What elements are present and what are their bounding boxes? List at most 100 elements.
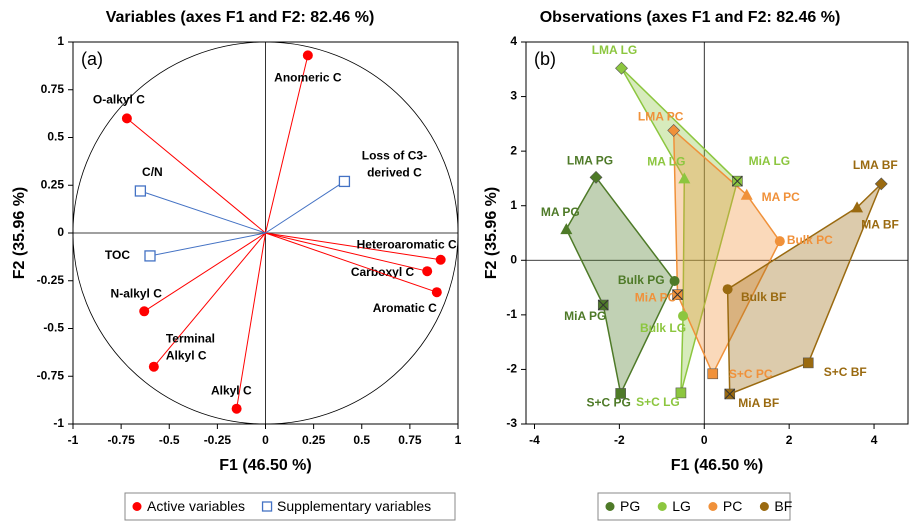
point-label-line: Aromatic C	[373, 301, 437, 315]
point-label-line: S+C PG	[586, 396, 630, 410]
point-label: O-alkyl C	[93, 93, 145, 107]
point-label-line: LMA PG	[567, 154, 613, 168]
point-label-line: Carboxyl C	[351, 265, 415, 279]
group-hull	[726, 183, 882, 396]
legend-label: PC	[723, 498, 742, 514]
point	[422, 266, 433, 277]
point-label: Carboxyl C	[351, 265, 415, 279]
point	[678, 172, 691, 184]
x-axis-label: F1 (46.50 %)	[219, 457, 311, 474]
point-cross	[672, 289, 683, 301]
point-label-line: MiA PG	[564, 309, 606, 323]
loading-vector	[126, 118, 266, 234]
x-tick-label: -2	[614, 433, 625, 447]
legend-label: Active variables	[147, 498, 245, 514]
legend: PG LG PC BF	[605, 498, 792, 514]
point-label: C/N	[142, 165, 163, 179]
y-tick-label: 0	[510, 252, 517, 266]
loading-vector	[265, 181, 345, 234]
legend-label: PG	[620, 498, 640, 514]
point-label-line: MA PC	[762, 190, 801, 204]
legend-marker	[261, 501, 273, 512]
point-label-line: C/N	[142, 165, 163, 179]
point-label: Aromatic C	[373, 301, 437, 315]
legend: Active variables Supplementary variables	[132, 498, 431, 514]
x-tick-label: 0.25	[302, 433, 326, 447]
point	[732, 175, 743, 187]
y-tick-label: 1	[510, 198, 517, 212]
point	[722, 284, 733, 295]
point-label: S+C PC	[729, 367, 773, 381]
loading-vector	[149, 232, 266, 257]
point	[874, 177, 888, 191]
legend-box	[597, 492, 791, 521]
point-label: MA PG	[541, 205, 580, 219]
legend-label: LG	[672, 498, 691, 514]
y-tick-label: -2	[506, 362, 517, 376]
loading-vector	[236, 232, 266, 409]
point	[144, 250, 156, 262]
x-tick-label: -4	[529, 433, 540, 447]
legend-box	[124, 492, 456, 521]
y-tick-label: -0.75	[37, 368, 65, 382]
point-label: MA PC	[762, 190, 801, 204]
point-label-line: Heteroaromatic C	[357, 238, 457, 252]
plot-frame	[525, 41, 909, 425]
point-label: MiA PG	[564, 309, 606, 323]
x-tick-label: 0.75	[398, 433, 422, 447]
point	[139, 306, 150, 317]
x-tick-label: 4	[871, 433, 878, 447]
panel-label: (b)	[534, 49, 556, 69]
loading-vector	[140, 190, 266, 234]
point	[672, 289, 683, 301]
legend-label: Supplementary variables	[277, 498, 431, 514]
point-label: Bulk PC	[787, 233, 833, 247]
y-tick-label: 4	[510, 34, 517, 48]
point-label-line: O-alkyl C	[93, 93, 145, 107]
point-label: S+C PG	[586, 396, 630, 410]
point	[615, 61, 628, 75]
point-label-line: LMA PC	[638, 110, 684, 124]
point-label-line: MiA LG	[749, 154, 791, 168]
point-label: MA BF	[861, 218, 899, 232]
point	[231, 403, 242, 414]
point-label-line: MA LG	[647, 155, 685, 169]
x-tick-label: 0	[701, 433, 708, 447]
legend-marker	[708, 502, 718, 511]
point	[724, 388, 736, 400]
x-axis-label: F1 (46.50 %)	[671, 457, 763, 474]
point-label: MiA PC	[635, 291, 677, 305]
point-label: S+C BF	[824, 365, 867, 379]
point	[675, 387, 687, 399]
point	[678, 310, 689, 321]
x-tick-label: -1	[68, 433, 79, 447]
y-tick-label: -0.25	[37, 273, 65, 287]
point-label-line: MA PG	[541, 205, 580, 219]
y-tick-label: 0.25	[41, 177, 65, 191]
point-label-line: Loss of C3-	[362, 149, 427, 163]
x-tick-label: 0.5	[353, 433, 370, 447]
legend-label: BF	[774, 498, 792, 514]
y-tick-label: -1	[506, 307, 517, 321]
point-cross	[597, 299, 609, 311]
point-label: LMA BF	[853, 158, 898, 172]
point	[431, 287, 442, 298]
point	[774, 236, 785, 247]
point-label: Bulk PG	[618, 273, 665, 287]
loading-vector	[265, 232, 441, 261]
point	[338, 175, 351, 188]
point-label: Loss of C3- derived C	[362, 149, 427, 180]
point	[707, 368, 719, 380]
point	[851, 201, 864, 213]
point	[148, 361, 159, 372]
legend-marker	[132, 502, 142, 511]
point-label: LMA LG	[592, 43, 638, 57]
point-label-line: S+C LG	[636, 395, 680, 409]
legend-marker	[605, 502, 615, 511]
point	[134, 185, 147, 197]
point	[615, 388, 626, 399]
point-label-line: S+C BF	[824, 365, 867, 379]
point-label-line: Bulk LG	[640, 321, 686, 335]
point	[589, 170, 603, 184]
